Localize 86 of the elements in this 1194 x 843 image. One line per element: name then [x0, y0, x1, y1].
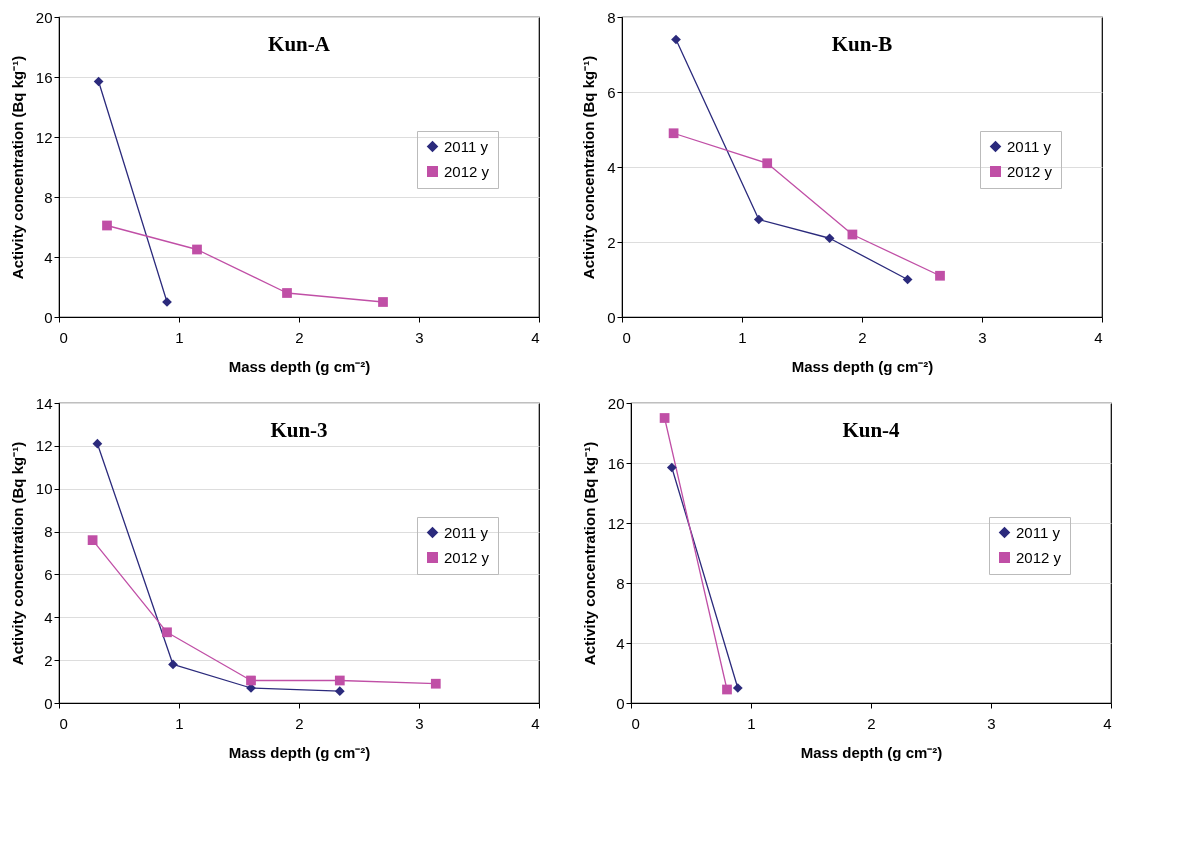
text: Kun-3: [270, 418, 328, 442]
point: [668, 128, 679, 139]
x-tick-label: 1: [175, 328, 184, 346]
x-axis-title: Mass depth (g cm⁻²): [800, 743, 943, 761]
x-axis-title: Mass depth (g cm⁻²): [228, 743, 371, 761]
x-tick-label: 3: [415, 714, 424, 732]
y-tick-label: 2: [44, 651, 53, 669]
y-tick-label: 6: [44, 565, 53, 583]
x-tick-label: 1: [175, 714, 184, 732]
point: [87, 535, 98, 546]
x-tick-label: 1: [747, 714, 756, 732]
y-tick-label: 4: [616, 634, 625, 652]
point: [282, 288, 292, 298]
x-axis-title: Mass depth (g cm⁻²): [228, 357, 371, 375]
legend-label: 2012 y: [444, 162, 490, 180]
y-tick-label: 8: [607, 8, 616, 26]
y-tick-label: 8: [616, 574, 625, 592]
y-tick-label: 0: [44, 308, 53, 326]
y-tick-label: 6: [607, 83, 616, 101]
point: [430, 678, 441, 689]
point: [935, 270, 945, 281]
x-tick-label: 2: [295, 714, 304, 732]
y-tick-label: 0: [44, 694, 53, 712]
y-tick-label: 10: [35, 480, 53, 498]
point: [102, 220, 112, 231]
y-tick-label: 4: [44, 608, 53, 626]
point: [92, 438, 103, 449]
y-tick-label: 14: [35, 394, 53, 412]
point: [753, 214, 764, 225]
y-tick-label: 16: [35, 68, 53, 86]
x-tick-label: 4: [1103, 714, 1112, 732]
legend-label: 2012 y: [1007, 162, 1053, 180]
text: Kun-4: [842, 418, 901, 442]
x-tick-label: 3: [978, 328, 987, 346]
y-tick-label: 20: [607, 394, 625, 412]
y-tick-label: 8: [44, 523, 53, 541]
x-tick-label: 4: [1094, 328, 1103, 346]
y-tick-label: 4: [44, 248, 53, 266]
legend-label: 2011 y: [444, 523, 489, 541]
point: [824, 233, 835, 244]
y-tick-label: 0: [607, 308, 616, 326]
point: [334, 686, 345, 697]
y-tick-label: 12: [35, 437, 53, 455]
point: [722, 684, 732, 695]
x-tick-label: 2: [858, 328, 867, 346]
legend-label: 2011 y: [444, 137, 489, 155]
y-tick-label: 4: [607, 158, 616, 176]
y-axis-title: Activity concentration (Bq kg⁻¹): [8, 55, 26, 280]
x-axis-title: Mass depth (g cm⁻²): [791, 357, 934, 375]
y-axis-title: Activity concentration (Bq kg⁻¹): [580, 441, 598, 666]
y-axis-title: Activity concentration (Bq kg⁻¹): [8, 441, 26, 666]
y-axis-title: Activity concentration (Bq kg⁻¹): [580, 55, 598, 280]
x-tick-label: 2: [867, 714, 876, 732]
y-tick-label: 2: [607, 233, 616, 251]
point: [334, 675, 345, 686]
point: [246, 675, 256, 686]
x-tick-label: 0: [59, 714, 68, 732]
y-tick-label: 8: [44, 188, 53, 206]
point: [378, 297, 388, 307]
x-tick-label: 1: [738, 328, 747, 346]
x-tick-label: 3: [415, 328, 424, 346]
point: [162, 627, 172, 638]
legend-label: 2011 y: [1007, 137, 1052, 155]
x-tick-label: 2: [295, 328, 304, 346]
y-tick-label: 0: [616, 694, 625, 712]
x-tick-label: 4: [531, 714, 540, 732]
text: Kun-B: [831, 32, 893, 56]
point: [671, 34, 681, 45]
y-tick-label: 12: [607, 514, 625, 532]
legend-label: 2011 y: [1016, 523, 1061, 541]
point: [666, 462, 677, 473]
point: [192, 244, 202, 255]
point: [168, 659, 178, 670]
point: [659, 413, 670, 423]
y-tick-label: 12: [35, 128, 53, 146]
text: Kun-A: [268, 32, 331, 56]
x-tick-label: 3: [987, 714, 996, 732]
legend-label: 2012 y: [444, 548, 490, 566]
x-tick-label: 0: [631, 714, 640, 732]
y-tick-label: 20: [35, 8, 53, 26]
y-tick-label: 16: [607, 454, 625, 472]
legend-label: 2012 y: [1016, 548, 1062, 566]
x-tick-label: 4: [531, 328, 540, 346]
x-tick-label: 0: [59, 328, 68, 346]
point: [762, 158, 773, 169]
point: [732, 683, 743, 693]
